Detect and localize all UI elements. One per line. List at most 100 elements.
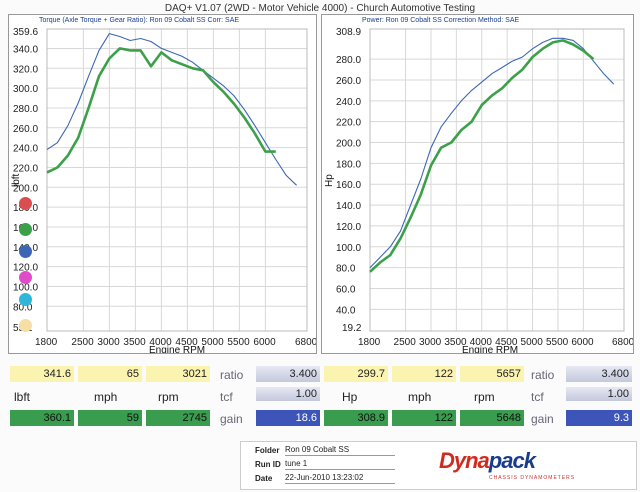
logo-accent: pack [488,448,536,473]
green-dot-icon[interactable] [19,223,32,236]
y-tick-label: 240.0 [336,97,361,108]
peak-power-value: 299.7 [324,366,388,382]
x-tick-label: 4000 [149,337,172,348]
max-power-rpm: 5648 [460,410,524,426]
gain-label-2: gain [531,412,554,426]
y-tick-label: 260.0 [13,124,38,135]
hp-label: Hp [342,390,358,404]
x-tick-label: 5500 [546,337,569,348]
y-tick-label: 340.0 [13,44,38,55]
x-tick-label: 1800 [35,337,58,348]
y-tick-label: 160.0 [336,180,361,191]
cyan-dot-icon[interactable] [19,293,32,306]
y-top-label: 308.9 [336,27,361,38]
x-tick-label: 4500 [495,337,518,348]
window-title: DAQ+ V1.07 (2WD - Motor Vehicle 4000) - … [164,3,476,14]
series-line-0 [369,37,615,268]
y-tick-label: 240.0 [13,144,38,155]
dynapack-logo: Dynapack [439,448,536,474]
y-tick-label: 220.0 [336,118,361,129]
y-tick-label: 100.0 [336,243,361,254]
series-line-0 [46,33,297,186]
y-tick-label: 60.0 [336,284,356,295]
folder-value: Ron 09 Cobalt SS [285,445,395,456]
red-dot-icon[interactable] [19,197,32,210]
tcf-label-2: tcf [531,390,544,404]
runid-value: tune 1 [285,459,395,470]
x-tick-label: 4000 [470,337,493,348]
run-info-box: Folder Ron 09 Cobalt SS Run ID tune 1 Da… [240,441,637,490]
rpm-label-2: rpm [474,390,495,404]
ratio-value-2: 3.400 [566,366,632,382]
x-tick-label: 1800 [358,337,381,348]
torque-chart-panel: Torque (Axle Torque + Gear Ratio): Ron 0… [8,14,318,356]
y-tick-label: 180.0 [336,159,361,170]
mph-label: mph [94,390,118,404]
y-tick-label: 260.0 [336,76,361,87]
y-tick-label: 100.0 [13,282,38,293]
series-line-1 [46,47,276,174]
x-tick-label: 5000 [521,337,544,348]
plot-frame [46,28,308,332]
logo-main: Dyna [439,448,490,473]
max-torque-value: 360.1 [10,410,74,426]
ratio-value: 3.400 [256,366,320,382]
x-tick-label: 3500 [123,337,146,348]
peak-torque-value: 341.6 [10,366,74,382]
max-torque-mph: 59 [78,410,142,426]
y-tick-label: 220.0 [13,163,38,174]
power-chart-subtitle: Power: Ron 09 Cobalt SS Correction Metho… [362,17,520,24]
torque-gain-value: 18.6 [256,410,320,426]
peak-power-rpm: 5657 [460,366,524,382]
peak-torque-rpm: 3021 [146,366,210,382]
tan-dot-icon[interactable] [19,319,32,332]
x-axis-label: Engine RPM [149,345,205,353]
blue-dot-icon[interactable] [19,245,32,258]
ratio-label-2: ratio [531,368,555,382]
y-tick-label: 80.0 [13,302,33,313]
x-axis-label: Engine RPM [462,345,518,353]
runid-label: Run ID [255,460,281,469]
x-tick-label: 6000 [253,337,276,348]
x-tick-label: 6800 [612,337,633,348]
date-value: 22-Jun-2010 13:23:02 [285,473,395,484]
folder-label: Folder [255,446,280,455]
x-tick-label: 4500 [175,337,198,348]
y-tick-label: 80.0 [336,264,356,275]
torque-chart: 1800 2500 3000 3500 4000 4500 5000 5500 6000 6800… [11,27,318,356]
x-tick-label: 6800 [295,337,316,348]
y-tick-label: 140.0 [336,201,361,212]
power-chart: 1800 2500 3000 3500 4000 4500 5000 5500 6000 6800… [324,27,635,356]
y-tick-label: 280.0 [13,104,38,115]
y-tick-label: 200.0 [13,183,38,194]
x-tick-label: 2500 [71,337,94,348]
x-tick-label: 5000 [201,337,224,348]
y-tick-label: 280.0 [336,55,361,66]
x-tick-label: 2500 [394,337,417,348]
x-tick-label: 6000 [571,337,594,348]
magenta-dot-icon[interactable] [19,271,32,284]
stats-panel: 341.6 65 3021 ratio 3.400 299.7 122 5657… [0,362,640,436]
y-tick-label: 320.0 [13,64,38,75]
power-chart-panel: Power: Ron 09 Cobalt SS Correction Metho… [321,14,635,356]
peak-torque-mph: 65 [78,366,142,382]
power-gain-value: 9.3 [566,410,632,426]
y-axis-label: lbft [11,173,22,187]
tcf-label: tcf [220,390,233,404]
lbft-label: lbft [14,390,31,404]
x-tick-label: 3000 [419,337,442,348]
y-tick-label: 120.0 [336,222,361,233]
y-tick-label: 120.0 [13,263,38,274]
torque-chart-subtitle: Torque (Axle Torque + Gear Ratio): Ron 0… [39,17,240,24]
y-axis-label: Hp [324,174,335,187]
x-tick-label: 3000 [97,337,120,348]
tcf-value-2: 1.00 [566,387,632,401]
series-line-1 [369,39,595,273]
y-tick-label: 200.0 [336,139,361,150]
date-label: Date [255,474,273,483]
plot-frame [369,28,625,332]
x-tick-label: 3500 [444,337,467,348]
y-tick-label: 300.0 [13,84,38,95]
rpm-label: rpm [158,390,179,404]
logo-subtitle: CHASSIS DYNAMOMETERS [489,475,576,481]
